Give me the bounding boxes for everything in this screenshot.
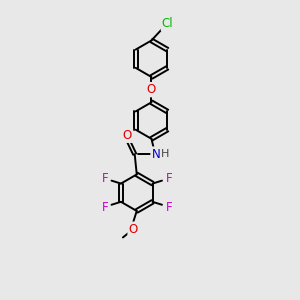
Text: F: F — [165, 172, 172, 185]
Text: O: O — [123, 129, 132, 142]
Text: Cl: Cl — [162, 17, 173, 30]
Text: F: F — [101, 172, 108, 185]
Text: H: H — [161, 149, 170, 159]
Text: F: F — [165, 201, 172, 214]
Text: N: N — [152, 148, 160, 160]
Text: F: F — [101, 201, 108, 214]
Text: O: O — [129, 223, 138, 236]
Text: O: O — [147, 83, 156, 96]
